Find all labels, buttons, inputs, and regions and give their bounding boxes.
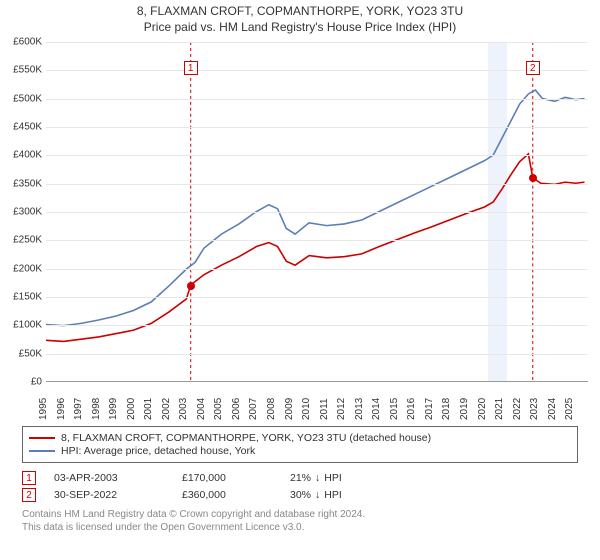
x-axis-label: 2011 [319,398,330,420]
x-axis-label: 2012 [336,398,347,420]
y-axis-label: £200K [0,263,42,274]
sale-delta: 21% ↓ HPI [290,472,342,484]
arrow-down-icon: ↓ [315,472,320,484]
sale-delta-pct: 21% [290,472,311,484]
x-axis-label: 2025 [564,398,575,420]
sale-row: 1 03-APR-2003 £170,000 21% ↓ HPI [22,471,578,485]
x-axis-label: 2020 [477,398,488,420]
x-axis-label: 1996 [56,398,67,420]
plot-area: £0£50K£100K£150K£200K£250K£300K£350K£400… [46,42,588,382]
y-axis-label: £50K [0,348,42,359]
grid-line [46,155,588,156]
x-axis-label: 2014 [371,398,382,420]
y-axis-label: £400K [0,150,42,161]
license-line-2: This data is licensed under the Open Gov… [22,521,578,534]
y-axis-label: £300K [0,207,42,218]
x-axis-label: 2010 [301,398,312,420]
grid-line [46,354,588,355]
x-axis-labels: 1995199619971998199920002001200220032004… [46,382,588,420]
grid-line [46,297,588,298]
legend-label: 8, FLAXMAN CROFT, COPMANTHORPE, YORK, YO… [61,432,431,444]
x-axis-label: 2017 [424,398,435,420]
sale-marker-dot [529,174,537,182]
x-axis-label: 2015 [389,398,400,420]
page-subtitle: Price paid vs. HM Land Registry's House … [0,20,600,34]
x-axis-label: 2000 [126,398,137,420]
x-axis-label: 2013 [354,398,365,420]
grid-line [46,240,588,241]
x-axis-label: 2009 [284,398,295,420]
x-axis-label: 2004 [196,398,207,420]
legend-swatch [29,437,55,439]
x-axis-label: 2016 [406,398,417,420]
grid-line [46,127,588,128]
y-axis-label: £500K [0,93,42,104]
legend: 8, FLAXMAN CROFT, COPMANTHORPE, YORK, YO… [22,426,578,463]
footer: 8, FLAXMAN CROFT, COPMANTHORPE, YORK, YO… [22,426,578,534]
grid-line [46,184,588,185]
x-axis-label: 1999 [108,398,119,420]
x-axis-label: 2001 [143,398,154,420]
x-axis-label: 1998 [91,398,102,420]
x-axis-label: 2006 [231,398,242,420]
x-axis-label: 2007 [248,398,259,420]
sale-row: 2 30-SEP-2022 £360,000 30% ↓ HPI [22,488,578,502]
y-axis-label: £350K [0,178,42,189]
chart: £0£50K£100K£150K£200K£250K£300K£350K£400… [46,42,588,382]
x-axis-label: 2002 [161,398,172,420]
x-axis-label: 2003 [178,398,189,420]
sale-badge: 1 [22,471,36,485]
sales-table: 1 03-APR-2003 £170,000 21% ↓ HPI 2 30-SEP-2022 £… [22,471,578,502]
legend-swatch [29,450,55,452]
header: 8, FLAXMAN CROFT, COPMANTHORPE, YORK, YO… [0,0,600,36]
x-axis-label: 2024 [547,398,558,420]
y-axis-label: £450K [0,122,42,133]
page-title: 8, FLAXMAN CROFT, COPMANTHORPE, YORK, YO… [0,4,600,18]
y-axis-label: £550K [0,65,42,76]
grid-line [46,70,588,71]
sale-price: £360,000 [182,489,272,501]
legend-row: HPI: Average price, detached house, York [29,445,571,457]
x-axis-label: 1995 [38,398,49,420]
y-axis-label: £250K [0,235,42,246]
x-axis-label: 2019 [459,398,470,420]
x-axis-label: 2018 [441,398,452,420]
x-axis-label: 2022 [512,398,523,420]
sale-delta-label: HPI [324,472,342,484]
grid-line [46,212,588,213]
grid-line [46,99,588,100]
license-text: Contains HM Land Registry data © Crown c… [22,508,578,534]
sale-marker-badge: 1 [184,61,198,75]
arrow-down-icon: ↓ [315,489,320,501]
grid-line [46,325,588,326]
grid-line [46,42,588,43]
sale-price: £170,000 [182,472,272,484]
x-axis-label: 1997 [73,398,84,420]
grid-line [46,269,588,270]
y-axis-label: £0 [0,377,42,388]
x-axis-label: 2005 [213,398,224,420]
sale-marker-dot [187,282,195,290]
sale-date: 30-SEP-2022 [54,489,164,501]
x-axis-label: 2008 [266,398,277,420]
legend-label: HPI: Average price, detached house, York [61,445,255,457]
sale-delta-pct: 30% [290,489,311,501]
sale-delta-label: HPI [324,489,342,501]
x-axis-label: 2023 [529,398,540,420]
y-axis-label: £100K [0,320,42,331]
sale-delta: 30% ↓ HPI [290,489,342,501]
legend-row: 8, FLAXMAN CROFT, COPMANTHORPE, YORK, YO… [29,432,571,444]
sale-badge: 2 [22,488,36,502]
y-axis-label: £150K [0,292,42,303]
y-axis-label: £600K [0,37,42,48]
x-axis-label: 2021 [494,398,505,420]
license-line-1: Contains HM Land Registry data © Crown c… [22,508,578,521]
sale-marker-badge: 2 [526,61,540,75]
sale-date: 03-APR-2003 [54,472,164,484]
